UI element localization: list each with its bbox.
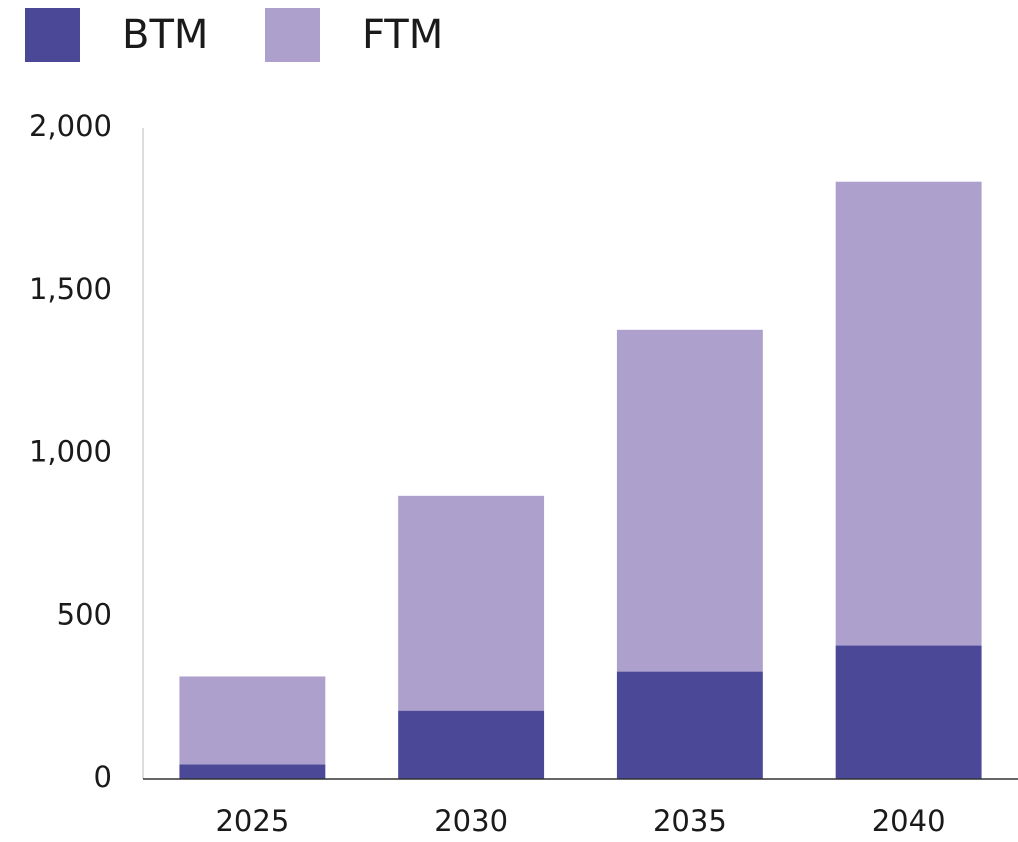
y-tick-label: 500 bbox=[57, 597, 112, 631]
bar-segment bbox=[398, 495, 545, 711]
bar-segment bbox=[616, 329, 763, 672]
y-tick-label: 0 bbox=[94, 760, 112, 794]
bar-segment bbox=[835, 181, 982, 646]
bar-segment bbox=[835, 645, 982, 779]
x-tick-label: 2035 bbox=[653, 804, 727, 838]
bar-segment bbox=[179, 676, 326, 765]
y-tick-label: 2,000 bbox=[29, 109, 112, 143]
legend-label: FTM bbox=[362, 12, 443, 58]
legend-label: BTM bbox=[122, 12, 208, 58]
legend-swatch bbox=[265, 8, 320, 62]
x-tick-label: 2040 bbox=[872, 804, 946, 838]
y-tick-label: 1,500 bbox=[29, 272, 112, 306]
legend-swatch bbox=[25, 8, 80, 62]
x-tick-label: 2025 bbox=[215, 804, 289, 838]
x-tick-label: 2030 bbox=[434, 804, 508, 838]
bar-segment bbox=[179, 764, 326, 779]
bar-segment bbox=[398, 710, 545, 779]
y-tick-label: 1,000 bbox=[29, 435, 112, 469]
bar-segment bbox=[616, 671, 763, 779]
